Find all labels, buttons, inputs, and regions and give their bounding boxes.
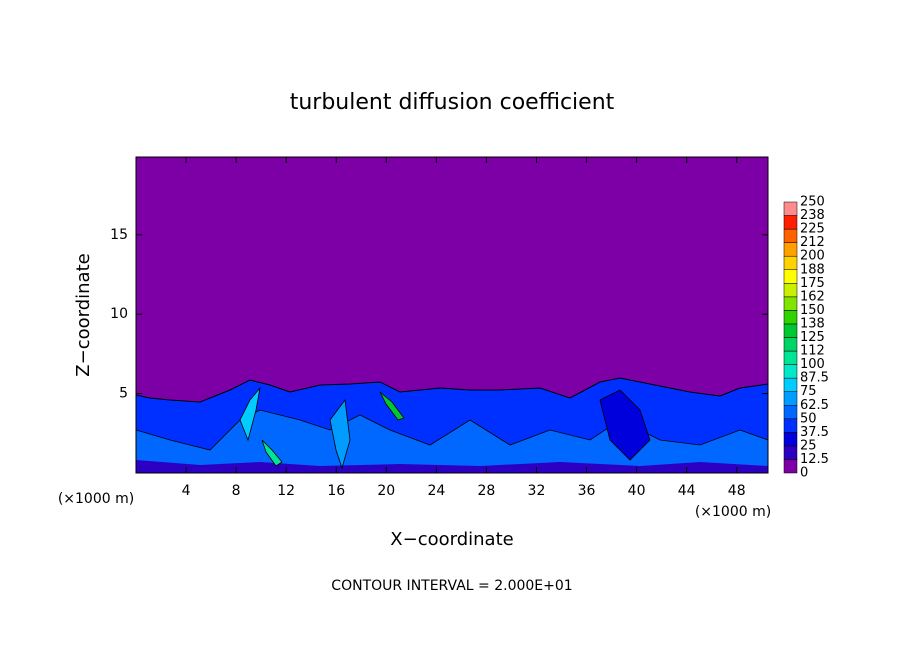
colorbar-label: 138 xyxy=(800,316,825,331)
colorbar-label: 212 xyxy=(800,235,825,250)
x-tick-label: 16 xyxy=(327,483,345,499)
x-tick-label: 36 xyxy=(578,483,596,499)
colorbar-label: 238 xyxy=(800,208,825,223)
colorbar-label: 175 xyxy=(800,276,825,291)
colorbar-label: 100 xyxy=(800,357,825,372)
y-unit-label: (×1000 m) xyxy=(58,491,134,507)
colorbar-band xyxy=(783,364,798,379)
colorbar-band xyxy=(783,242,798,257)
y-tick-label: 5 xyxy=(119,386,128,402)
colorbar-label: 150 xyxy=(800,303,825,318)
colorbar-label: 62.5 xyxy=(800,398,829,413)
colorbar-band xyxy=(783,310,798,325)
chart-title: turbulent diffusion coefficient xyxy=(290,90,615,115)
y-tick-label: 10 xyxy=(110,306,128,322)
colorbar-band xyxy=(783,215,798,230)
colorbar-label: 188 xyxy=(800,262,825,277)
colorbar-label: 75 xyxy=(800,384,817,399)
colorbar-label: 125 xyxy=(800,330,825,345)
colorbar-band xyxy=(783,337,798,352)
x-tick-label: 20 xyxy=(377,483,395,499)
x-tick-label: 48 xyxy=(728,483,746,499)
x-tick-label: 40 xyxy=(628,483,646,499)
colorbar-label: 250 xyxy=(800,195,825,210)
x-tick-label: 24 xyxy=(427,483,445,499)
colorbar-band xyxy=(783,228,798,243)
colorbar-band xyxy=(783,296,798,311)
colorbar-label: 0 xyxy=(800,466,808,481)
x-tick-label: 44 xyxy=(678,483,696,499)
colorbar-label: 162 xyxy=(800,289,825,304)
contour-field xyxy=(136,157,768,473)
colorbar-band xyxy=(783,391,798,406)
colorbar-label: 112 xyxy=(800,344,825,359)
colorbar-label: 12.5 xyxy=(800,452,829,467)
colorbar-band xyxy=(783,255,798,271)
y-tick-label: 15 xyxy=(110,227,128,243)
x-tick-label: 4 xyxy=(182,483,191,499)
colorbar-band xyxy=(783,445,798,460)
contour-note: CONTOUR INTERVAL = 2.000E+01 xyxy=(331,578,572,594)
colorbar-band xyxy=(783,283,798,298)
colorbar-band xyxy=(783,405,798,420)
colorbar-band xyxy=(783,323,798,338)
colorbar-label: 25 xyxy=(800,438,817,453)
x-tick-label: 32 xyxy=(528,483,546,499)
colorbar-label: 87.5 xyxy=(800,371,829,386)
x-tick-label: 12 xyxy=(277,483,295,499)
colorbar-label: 200 xyxy=(800,249,825,264)
plot-frame xyxy=(135,156,769,474)
colorbar-label: 50 xyxy=(800,411,817,426)
colorbar-band xyxy=(783,459,798,474)
colorbar-band xyxy=(783,377,798,392)
colorbar-band xyxy=(783,269,798,284)
y-axis-label: Z−coordinate xyxy=(73,253,94,376)
colorbar-band xyxy=(783,350,798,365)
x-tick-label: 28 xyxy=(478,483,496,499)
colorbar-label: 37.5 xyxy=(800,425,829,440)
colorbar-band xyxy=(783,432,798,447)
colorbar-band xyxy=(783,201,798,216)
x-tick-label: 8 xyxy=(232,483,241,499)
x-axis-label: X−coordinate xyxy=(390,529,513,550)
colorbar-label: 225 xyxy=(800,222,825,237)
colorbar-band xyxy=(783,418,798,433)
x-unit-label: (×1000 m) xyxy=(695,504,771,520)
